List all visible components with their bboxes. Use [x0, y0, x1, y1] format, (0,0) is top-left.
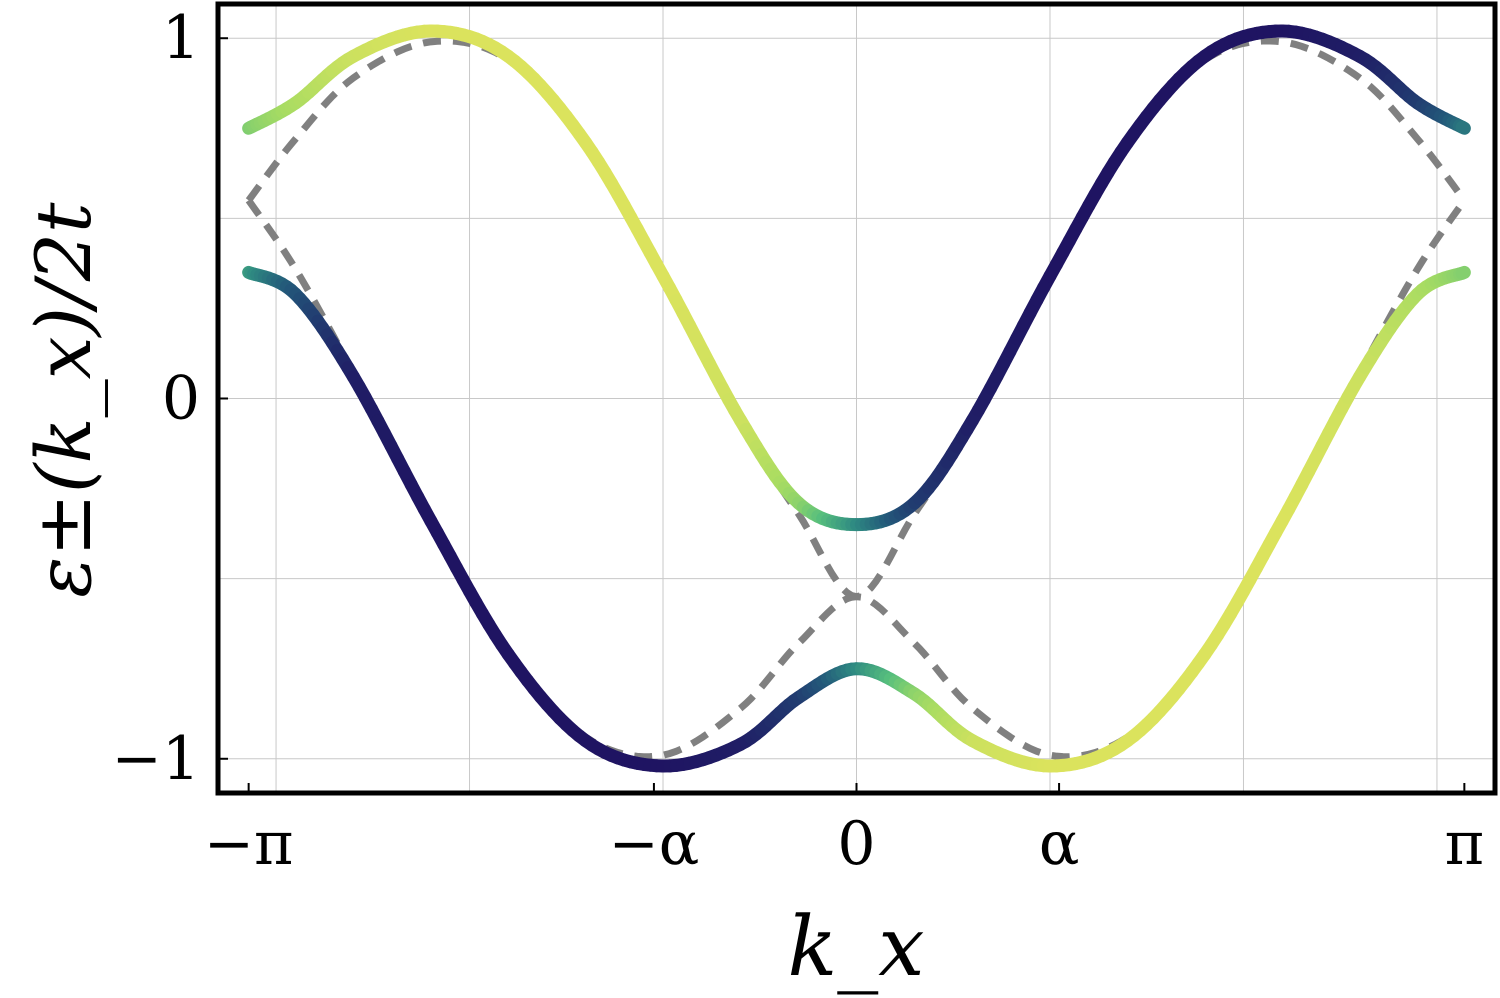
energy-band: [242, 24, 1471, 532]
band-segment: [1455, 265, 1471, 280]
x-tick-label: π: [1445, 809, 1484, 879]
plot-curves: [242, 24, 1471, 773]
x-tick-labels: −π −α 0 α π: [204, 783, 1484, 879]
x-tick-label: 0: [837, 809, 875, 879]
x-tick-label: −α: [609, 809, 700, 879]
x-tick-label: −π: [204, 809, 294, 879]
energy-band: [242, 265, 1471, 773]
unperturbed-band-line: [245, 37, 1468, 601]
y-tick-label: 1: [162, 3, 200, 73]
y-axis-label: ε±(k_x)/2t: [19, 202, 108, 598]
y-tick-label: −1: [112, 724, 200, 794]
gridlines: [218, 4, 1495, 793]
x-tick-label: α: [1039, 809, 1080, 879]
band-segment: [1455, 120, 1471, 135]
y-tick-label: 0: [162, 364, 200, 434]
x-axis-label: k_x: [788, 900, 925, 995]
y-tick-labels: −1 0 1: [112, 3, 228, 794]
